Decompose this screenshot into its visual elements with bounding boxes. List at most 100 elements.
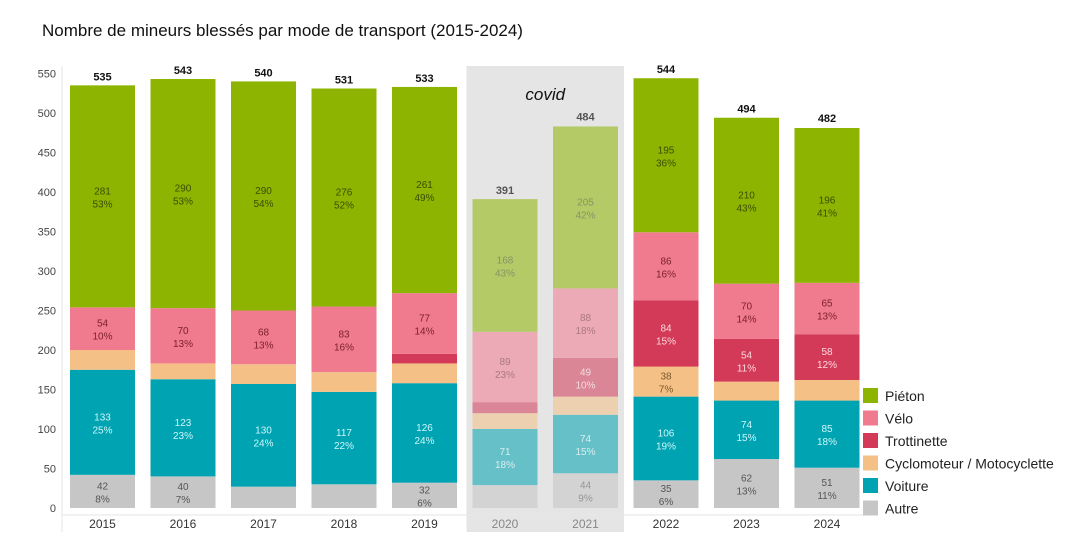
segment-percent-label: 14%	[736, 314, 756, 325]
segment-value-label: 85	[821, 424, 833, 435]
bar-segment	[311, 484, 377, 508]
segment-percent-label: 18%	[495, 460, 515, 471]
segment-value-label: 54	[97, 319, 109, 330]
segment-value-label: 35	[660, 484, 672, 495]
segment-value-label: 62	[741, 474, 753, 485]
bar-total-label: 533	[415, 73, 433, 85]
segment-percent-label: 15%	[656, 336, 676, 347]
segment-value-label: 71	[499, 447, 511, 458]
bar-segment	[150, 379, 216, 477]
bar-group-2021: 44 9% 74 15% 49 10% 88 18% 205 42%	[553, 126, 618, 508]
legend-swatch	[863, 433, 878, 448]
bar-segment	[472, 429, 538, 486]
segment-value-label: 281	[94, 186, 111, 197]
bar-segment	[472, 199, 538, 332]
legend-label: Trottinette	[885, 433, 948, 449]
segment-value-label: 70	[177, 326, 189, 337]
segment-percent-label: 11%	[817, 491, 836, 502]
bar-segment	[714, 459, 779, 508]
y-tick-label: 450	[38, 148, 56, 160]
bar-segment	[633, 366, 699, 397]
x-tick-label: 2019	[411, 517, 438, 531]
segment-percent-label: 24%	[414, 436, 434, 447]
segment-value-label: 195	[658, 145, 675, 156]
covid-annotation: covid	[525, 85, 565, 104]
segment-percent-label: 19%	[656, 441, 676, 452]
bar-segment	[714, 338, 779, 382]
bar-group-2022: 35 6% 106 19% 38 7% 84 15% 86 16% 195 36%	[633, 78, 699, 508]
segment-percent-label: 18%	[817, 437, 837, 448]
segment-percent-label: 22%	[334, 441, 354, 452]
bar-segment	[794, 467, 860, 508]
bar-segment	[794, 334, 860, 381]
bar-segment	[70, 85, 135, 308]
bar-segment	[714, 117, 779, 284]
legend-label: Piéton	[885, 388, 925, 404]
bar-segment	[714, 283, 779, 339]
bar-segment	[311, 88, 377, 307]
bar-segment	[392, 383, 457, 483]
segment-percent-label: 42%	[575, 210, 595, 221]
bar-segment	[70, 369, 135, 475]
bar-total-label: 482	[818, 113, 836, 125]
x-tick-label: 2022	[653, 517, 680, 531]
bar-segment	[70, 350, 135, 370]
segment-value-label: 51	[821, 478, 833, 489]
segment-value-label: 126	[416, 423, 433, 434]
bar-group-2017: 130 24% 68 13% 290 54%	[231, 81, 296, 508]
segment-percent-label: 9%	[578, 494, 593, 505]
segment-percent-label: 6%	[417, 498, 432, 509]
segment-value-label: 88	[580, 313, 592, 324]
segment-percent-label: 53%	[92, 199, 112, 210]
segment-percent-label: 15%	[575, 447, 595, 458]
segment-percent-label: 10%	[575, 380, 595, 391]
bar-segment	[553, 357, 618, 397]
y-tick-label: 0	[50, 503, 56, 515]
bar-segment	[70, 307, 135, 350]
y-tick-label: 200	[38, 345, 56, 357]
segment-percent-label: 16%	[334, 342, 354, 353]
bar-segment	[633, 300, 699, 367]
segment-value-label: 49	[580, 367, 592, 378]
x-tick-label: 2016	[170, 517, 197, 531]
y-tick-label: 250	[38, 306, 56, 318]
bar-segment	[231, 81, 296, 311]
legend-label: Autre	[885, 501, 919, 517]
segment-value-label: 77	[419, 314, 431, 325]
segment-value-label: 196	[819, 195, 836, 206]
segment-percent-label: 12%	[817, 360, 837, 371]
segment-percent-label: 43%	[736, 204, 756, 215]
segment-percent-label: 13%	[253, 340, 273, 351]
bar-total-label: 544	[657, 64, 676, 76]
segment-value-label: 205	[577, 197, 594, 208]
segment-percent-label: 54%	[253, 199, 273, 210]
segment-value-label: 210	[738, 191, 755, 202]
bar-segment	[231, 383, 296, 487]
bar-segment	[231, 364, 296, 384]
x-tick-label: 2023	[733, 517, 760, 531]
bar-segment	[553, 414, 618, 474]
segment-value-label: 130	[255, 425, 272, 436]
segment-percent-label: 10%	[92, 332, 112, 343]
bars: 42 8% 133 25% 54 10% 281 53% 535 40 7% 123 23% 70 13% 2…	[70, 64, 860, 509]
segment-value-label: 32	[419, 485, 431, 496]
x-tick-label: 2021	[572, 517, 599, 531]
x-tick-label: 2018	[331, 517, 358, 531]
x-tick-label: 2017	[250, 517, 277, 531]
segment-percent-label: 23%	[495, 370, 515, 381]
bar-group-2016: 40 7% 123 23% 70 13% 290 53%	[150, 79, 216, 508]
bar-segment	[633, 232, 699, 301]
bar-segment	[150, 79, 216, 309]
segment-value-label: 42	[97, 481, 109, 492]
legend-label: Vélo	[885, 411, 913, 427]
bar-segment	[553, 126, 618, 289]
bar-total-label: 494	[737, 104, 756, 116]
bar-segment	[794, 128, 860, 283]
segment-percent-label: 23%	[173, 431, 193, 442]
segment-value-label: 117	[336, 428, 352, 439]
bar-total-label: 391	[496, 185, 514, 197]
bar-segment	[311, 372, 377, 392]
bar-total-label: 484	[576, 112, 595, 124]
segment-percent-label: 15%	[736, 433, 756, 444]
bar-segment	[392, 293, 457, 354]
